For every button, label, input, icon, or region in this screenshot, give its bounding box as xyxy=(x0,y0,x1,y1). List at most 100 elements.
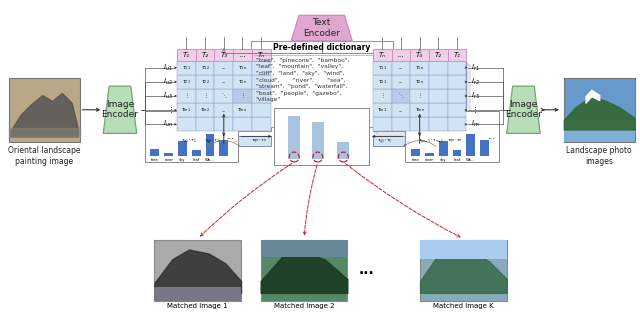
Text: $\tau_{22}$: $\tau_{22}$ xyxy=(200,78,209,86)
Text: $\tau_{mn}$: $\tau_{mn}$ xyxy=(415,106,425,114)
Bar xyxy=(392,89,410,103)
Bar xyxy=(410,61,429,75)
Text: ...: ... xyxy=(239,52,246,58)
Text: $I_{u1}$: $I_{u1}$ xyxy=(163,62,173,73)
Text: ...: ... xyxy=(234,139,237,143)
Bar xyxy=(192,150,201,156)
Bar xyxy=(233,61,252,75)
Bar xyxy=(177,136,271,146)
Bar xyxy=(448,89,467,103)
Bar xyxy=(420,240,507,301)
Text: Landscape photo
images: Landscape photo images xyxy=(566,146,632,166)
Text: Tₙ: Tₙ xyxy=(379,52,386,58)
Text: $\tau_{2n}$: $\tau_{2n}$ xyxy=(238,78,247,86)
Text: tree: tree xyxy=(412,158,420,162)
Text: ...: ... xyxy=(399,79,403,84)
Text: ...: ... xyxy=(399,108,403,113)
Bar xyxy=(373,61,392,75)
Bar xyxy=(410,75,429,89)
Text: $\vdots$: $\vdots$ xyxy=(184,92,189,100)
Text: $\tau_{11}$: $\tau_{11}$ xyxy=(378,64,387,72)
Bar xyxy=(177,75,196,89)
Text: $\vdots$: $\vdots$ xyxy=(203,92,207,100)
Text: Wa...: Wa... xyxy=(466,158,476,162)
Text: $\tau_{21}$: $\tau_{21}$ xyxy=(378,78,387,86)
Text: T₃: T₃ xyxy=(416,52,423,58)
Bar xyxy=(196,89,214,103)
Bar xyxy=(233,49,252,61)
Text: ...: ... xyxy=(358,263,374,277)
Text: leaf: leaf xyxy=(453,158,461,162)
Bar xyxy=(429,61,448,75)
Bar xyxy=(373,49,392,61)
Bar xyxy=(373,136,467,146)
Text: T₂: T₂ xyxy=(202,52,209,58)
Text: Matched Image 1: Matched Image 1 xyxy=(168,303,228,309)
Bar xyxy=(448,61,467,75)
Bar xyxy=(164,153,173,156)
Bar xyxy=(220,139,228,156)
Bar xyxy=(564,78,635,142)
Text: T₂: T₂ xyxy=(435,52,442,58)
Text: ...: ... xyxy=(221,65,226,70)
Bar xyxy=(196,49,214,61)
Bar xyxy=(205,134,214,156)
Text: river: river xyxy=(425,158,434,162)
Text: Image
Encoder: Image Encoder xyxy=(505,100,542,120)
Bar xyxy=(392,103,410,117)
Text: Oriental landscape
painting image: Oriental landscape painting image xyxy=(8,146,81,166)
Bar xyxy=(233,117,252,132)
Text: $\tau_{qn}\cdot\tau_n$: $\tau_{qn}\cdot\tau_n$ xyxy=(251,137,267,145)
Bar xyxy=(420,240,507,259)
Bar xyxy=(177,103,196,117)
Bar xyxy=(373,61,467,132)
Bar xyxy=(429,117,448,132)
Text: $\vdots$: $\vdots$ xyxy=(471,105,477,115)
Bar xyxy=(214,49,233,61)
Text: sky: sky xyxy=(179,158,186,162)
Bar xyxy=(429,103,448,117)
Text: $I_{un}$: $I_{un}$ xyxy=(163,119,173,129)
Bar xyxy=(392,49,410,61)
Bar xyxy=(177,61,271,132)
Bar xyxy=(214,75,233,89)
Bar xyxy=(252,103,271,117)
Text: T₁: T₁ xyxy=(454,52,461,58)
Text: $\tau_{2n}$: $\tau_{2n}$ xyxy=(415,78,424,86)
Bar xyxy=(260,240,348,257)
Bar xyxy=(145,111,238,162)
Bar xyxy=(196,117,214,132)
Bar xyxy=(214,103,233,117)
Text: ...: ... xyxy=(397,52,404,58)
Text: $\vdots$: $\vdots$ xyxy=(240,92,245,100)
Text: ...: ... xyxy=(406,139,410,143)
Text: "tree",  "pinecone",  "bamboo",
"leaf",  "mountain",  "valley",
"cliff",  "land": "tree", "pinecone", "bamboo", "leaf", "m… xyxy=(256,58,349,102)
Bar xyxy=(260,240,348,301)
Bar xyxy=(288,115,300,159)
Bar xyxy=(196,75,214,89)
Bar xyxy=(196,103,214,117)
Bar xyxy=(177,89,196,103)
Bar xyxy=(154,240,241,301)
Text: ...: ... xyxy=(227,132,234,141)
Bar xyxy=(392,117,410,132)
Bar xyxy=(275,108,369,165)
Bar xyxy=(392,61,410,75)
Bar xyxy=(252,117,271,132)
Bar xyxy=(373,103,392,117)
Text: tree: tree xyxy=(151,158,159,162)
Bar xyxy=(448,103,467,117)
Text: $I_{u3}$: $I_{u3}$ xyxy=(163,91,173,101)
Text: $I_{r3}$: $I_{r3}$ xyxy=(471,91,480,101)
Text: $\tau_{m2}$: $\tau_{m2}$ xyxy=(200,106,210,114)
Bar xyxy=(373,75,392,89)
Text: $\tau_{q2}\cdot\tau_2$: $\tau_{q2}\cdot\tau_2$ xyxy=(204,137,220,146)
Bar xyxy=(429,89,448,103)
Text: Image
Encoder: Image Encoder xyxy=(102,100,138,120)
Bar xyxy=(154,287,241,301)
Bar xyxy=(252,61,271,75)
Text: T₃: T₃ xyxy=(220,52,227,58)
Text: $I_{r1}$: $I_{r1}$ xyxy=(471,62,480,73)
Bar xyxy=(233,75,252,89)
Bar xyxy=(252,75,271,89)
